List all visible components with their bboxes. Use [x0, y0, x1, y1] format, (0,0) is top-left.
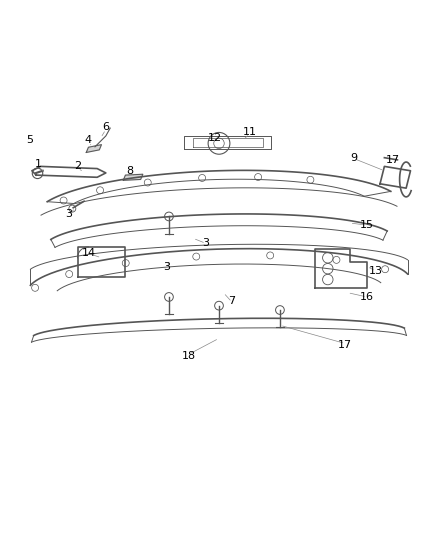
Polygon shape [123, 174, 143, 180]
Text: 15: 15 [360, 220, 374, 230]
Text: 18: 18 [181, 351, 196, 361]
Text: 16: 16 [360, 292, 374, 302]
Text: 17: 17 [386, 155, 400, 165]
Text: 13: 13 [369, 266, 383, 276]
Text: 7: 7 [229, 296, 236, 306]
Text: 4: 4 [85, 135, 92, 146]
Text: 1: 1 [35, 159, 42, 169]
Polygon shape [86, 144, 102, 152]
Text: 2: 2 [74, 161, 81, 172]
Text: 5: 5 [26, 135, 33, 146]
Text: 17: 17 [338, 340, 352, 350]
Text: 11: 11 [243, 126, 257, 136]
Text: 3: 3 [202, 238, 209, 247]
Text: 8: 8 [126, 166, 133, 176]
Text: 9: 9 [350, 152, 357, 163]
Text: 3: 3 [65, 209, 72, 219]
Text: 6: 6 [102, 122, 110, 132]
Text: 3: 3 [163, 262, 170, 271]
Text: 14: 14 [81, 248, 95, 259]
Text: 12: 12 [208, 133, 222, 143]
